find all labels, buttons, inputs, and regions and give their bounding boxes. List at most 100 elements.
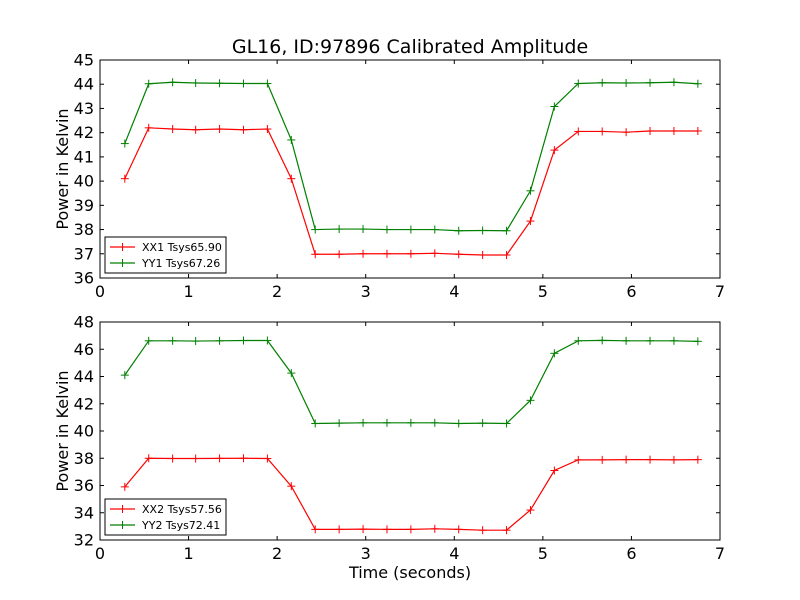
bottom-legend-label: YY2 Tsys72.41 (141, 519, 220, 532)
top-series-1-point (693, 126, 702, 135)
bottom-series-2-point (430, 418, 439, 427)
top-x-tick-label: 2 (272, 282, 282, 301)
bottom-series-2-point (646, 336, 655, 345)
top-series-2-point (263, 79, 272, 88)
top-plot-frame (99, 59, 721, 279)
bottom-y-tick-label: 42 (74, 394, 94, 413)
top-series-2-point (406, 225, 415, 234)
bottom-legend-item-1: XX2 Tsys57.56 (110, 503, 222, 516)
bottom-series-1-point (454, 525, 463, 534)
top-legend-item-2: YY1 Tsys67.26 (110, 257, 220, 270)
bottom-series-1-point (550, 466, 559, 475)
top-x-tick-label: 0 (95, 282, 105, 301)
top-series-1-point (287, 174, 296, 183)
top-series-2-point (382, 225, 391, 234)
bottom-series-1-point (430, 524, 439, 533)
bottom-series-2-point (263, 336, 272, 345)
bottom-series-1-point (598, 455, 607, 464)
bottom-series-1-point (144, 454, 153, 463)
top-series-2-point (550, 102, 559, 111)
top-y-tick-label: 38 (74, 220, 94, 239)
bottom-series-2-point (406, 418, 415, 427)
top-series-2-point (526, 186, 535, 195)
bottom-series-2-point (359, 418, 368, 427)
top-series-1-point (215, 125, 224, 134)
bottom-series-1-point (382, 525, 391, 534)
bottom-series-2-point (191, 337, 200, 346)
top-y-tick-label: 45 (74, 51, 94, 70)
top-series-2-point (215, 79, 224, 88)
bottom-series-1-point (359, 525, 368, 534)
top-series-2-point (574, 79, 583, 88)
bottom-y-tick-label: 34 (74, 503, 94, 522)
top-series-1-point (168, 125, 177, 134)
top-y-tick-label: 42 (74, 123, 94, 142)
bottom-x-tick-label: 2 (272, 544, 282, 563)
x-axis-label: Time (seconds) (348, 563, 471, 582)
top-series-2-point (598, 78, 607, 87)
bottom-series-1-point (335, 525, 344, 534)
bottom-series-2-point (598, 336, 607, 345)
bottom-series-1-point (168, 454, 177, 463)
top-series-1-point (430, 249, 439, 258)
bottom-y-tick-label: 38 (74, 449, 94, 468)
bottom-series-2-point (574, 336, 583, 345)
bottom-x-tick-label: 5 (538, 544, 548, 563)
bottom-series-2-point (215, 336, 224, 345)
top-legend-item-1: XX1 Tsys65.90 (110, 241, 222, 254)
top-y-tick-label: 36 (74, 269, 94, 288)
bottom-x-tick-label: 4 (449, 544, 459, 563)
top-x-tick-label: 6 (626, 282, 636, 301)
bottom-x-tick-label: 6 (626, 544, 636, 563)
top-x-tick-label: 3 (361, 282, 371, 301)
bottom-legend: XX2 Tsys57.56 YY2 Tsys72.41 (104, 498, 227, 536)
top-series-1-point (239, 125, 248, 134)
top-series-2-point (311, 225, 320, 234)
top-series-1-point (598, 127, 607, 136)
bottom-x-tick-label: 7 (715, 544, 725, 563)
bottom-series-1-point (646, 455, 655, 464)
bottom-series-2-point (454, 419, 463, 428)
top-series-1-point (526, 217, 535, 226)
bottom-series-2-point (382, 418, 391, 427)
top-series-1-point (454, 250, 463, 259)
top-series-2-point (669, 78, 678, 87)
bottom-x-tick-label: 3 (361, 544, 371, 563)
top-x-tick-label: 1 (183, 282, 193, 301)
bottom-y-tick-label: 46 (74, 340, 94, 359)
top-y-tick-label: 40 (74, 172, 94, 191)
top-series-1-point (669, 126, 678, 135)
bottom-series-1-point (311, 525, 320, 534)
bottom-series-1-point (239, 454, 248, 463)
top-series-2-point (622, 79, 631, 88)
top-series-1-point (335, 250, 344, 259)
bottom-series-1-point (574, 455, 583, 464)
bottom-series-1-point (406, 525, 415, 534)
bottom-series-1-point (191, 454, 200, 463)
top-series-2-point (478, 226, 487, 235)
top-series-2-point (454, 226, 463, 235)
top-y-tick-label: 41 (74, 147, 94, 166)
top-y-tick-label: 44 (74, 75, 94, 94)
top-series-1-point (646, 126, 655, 135)
top-series-1-point (478, 250, 487, 259)
bottom-series-1-point (622, 455, 631, 464)
top-series-2-point (239, 79, 248, 88)
top-series-2-point (359, 225, 368, 234)
top-series-1-point (550, 146, 559, 155)
bottom-legend-item-2: YY2 Tsys72.41 (110, 519, 220, 532)
top-series-2-point (335, 225, 344, 234)
top-series-1-point (574, 127, 583, 136)
top-y-tick-label: 37 (74, 244, 94, 263)
bottom-series-2-point (144, 336, 153, 345)
top-series-2-point (646, 78, 655, 87)
bottom-series-2-point (502, 419, 511, 428)
bottom-series-1-point (669, 455, 678, 464)
bottom-series-2-point (335, 419, 344, 428)
bottom-legend-box (104, 498, 227, 536)
top-x-tick-label: 4 (449, 282, 459, 301)
bottom-series-2-point (287, 369, 296, 378)
